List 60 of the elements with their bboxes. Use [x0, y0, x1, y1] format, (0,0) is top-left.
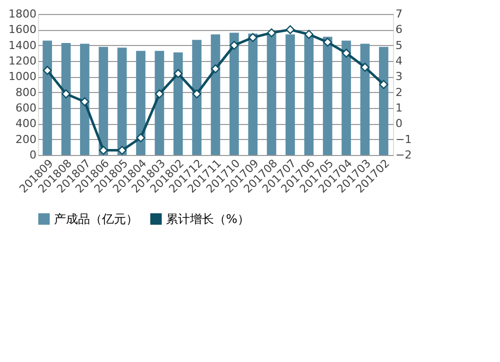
legend-label: 产成品（亿元）	[54, 212, 138, 226]
bar	[61, 42, 71, 155]
y-tick-label: 1600	[8, 23, 36, 36]
bar	[378, 46, 388, 155]
point	[379, 80, 388, 89]
y2-tick-label: 1	[396, 102, 402, 114]
point	[342, 48, 351, 58]
point	[286, 25, 295, 34]
bar	[230, 32, 239, 155]
point	[248, 33, 258, 42]
y-tick-label: 0	[30, 148, 36, 162]
point	[42, 66, 52, 75]
legend-label: 累计增长（%）	[166, 212, 250, 226]
y-tick-label: 600	[16, 102, 36, 114]
point	[98, 146, 108, 155]
point	[136, 133, 146, 142]
point	[62, 89, 70, 98]
point	[323, 38, 332, 47]
y-tick-label: 1800	[8, 8, 36, 20]
bar	[117, 48, 127, 155]
bar	[80, 44, 90, 155]
bar	[98, 46, 108, 155]
bar	[136, 50, 146, 155]
point	[267, 28, 276, 38]
y2-tick-label: −2	[396, 148, 412, 162]
y-tick-label: 1200	[8, 54, 36, 68]
y-tick-label: 800	[16, 86, 36, 99]
y2-tick-label: 4	[396, 54, 402, 68]
bar	[173, 52, 183, 155]
y2-tick-label: 5	[396, 38, 402, 52]
point	[80, 97, 90, 106]
bar	[360, 44, 370, 155]
point	[154, 89, 164, 98]
point	[211, 64, 220, 74]
y-tick-label: 1400	[8, 38, 36, 52]
y2-tick-label: 2	[396, 86, 402, 99]
point	[304, 30, 314, 39]
y-tick-label: 200	[16, 132, 36, 146]
point	[118, 146, 127, 155]
y2-tick-label: 3	[396, 70, 402, 84]
bar	[192, 40, 202, 155]
y2-tick-label: 6	[396, 23, 402, 36]
y2-tick-label: 0	[396, 117, 402, 130]
bar	[286, 34, 295, 155]
point	[174, 69, 183, 78]
point	[192, 89, 202, 98]
bar	[154, 50, 164, 155]
bar	[322, 36, 332, 155]
bar	[42, 40, 52, 155]
y-tick-label: 400	[16, 117, 36, 130]
bar	[248, 34, 258, 155]
point	[360, 62, 370, 72]
bar	[342, 40, 351, 155]
y2-tick-label: 7	[396, 8, 402, 20]
y-tick-label: 1000	[8, 70, 36, 84]
bar	[266, 32, 276, 155]
y2-tick-label: −1	[396, 132, 412, 146]
point	[230, 40, 239, 50]
bar	[210, 34, 220, 155]
bar	[304, 35, 314, 155]
